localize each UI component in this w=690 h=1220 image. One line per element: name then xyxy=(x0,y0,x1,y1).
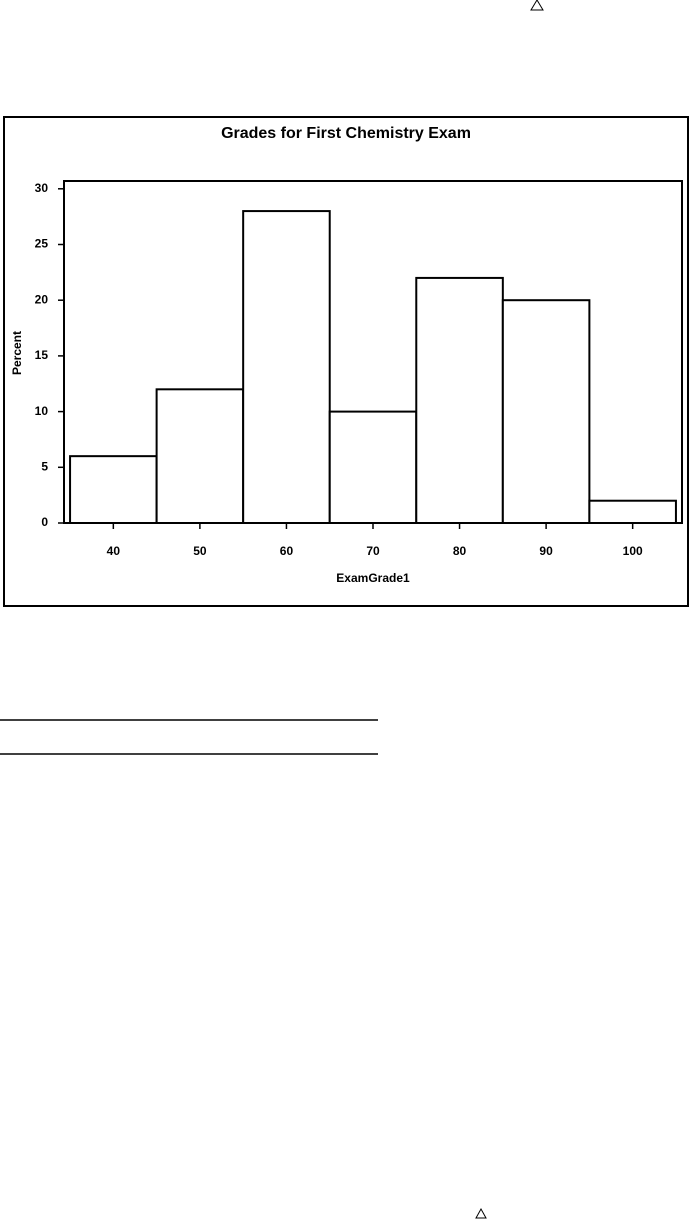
y-axis-label: Percent xyxy=(10,331,24,375)
x-axis-label: ExamGrade1 xyxy=(336,571,410,585)
bar xyxy=(155,388,245,524)
y-tick-label: 10 xyxy=(35,404,49,418)
bar xyxy=(69,455,158,524)
chart-border xyxy=(3,116,689,607)
y-tick-label: 15 xyxy=(35,348,49,362)
y-tick-label: 25 xyxy=(35,237,49,251)
x-tick-label: 40 xyxy=(107,544,121,558)
x-tick-label: 70 xyxy=(366,544,380,558)
triangle-mark xyxy=(475,1207,487,1219)
triangle-mark xyxy=(530,0,544,11)
chart-title: Grades for First Chemistry Exam xyxy=(221,125,471,142)
bar xyxy=(328,410,418,524)
x-tick-label: 60 xyxy=(280,544,294,558)
bar xyxy=(588,499,677,525)
x-tick-label: 100 xyxy=(623,544,643,558)
bar xyxy=(415,276,504,525)
bar xyxy=(501,299,591,524)
x-tick-label: 90 xyxy=(539,544,553,558)
bar xyxy=(242,210,331,524)
y-tick-label: 0 xyxy=(41,515,48,529)
y-tick-label: 20 xyxy=(35,292,49,306)
x-tick-label: 50 xyxy=(193,544,207,558)
y-tick-label: 30 xyxy=(35,181,49,195)
y-tick-label: 5 xyxy=(41,459,48,473)
x-tick-label: 80 xyxy=(453,544,467,558)
